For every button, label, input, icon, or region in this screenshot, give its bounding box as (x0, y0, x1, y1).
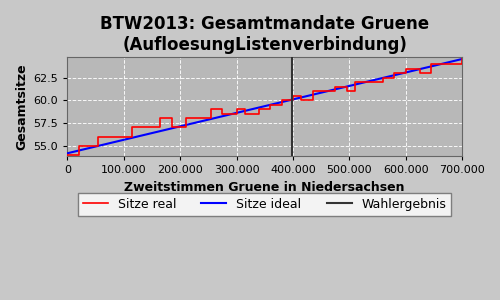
Title: BTW2013: Gesamtmandate Gruene
(AufloesungListenverbindung): BTW2013: Gesamtmandate Gruene (Aufloesun… (100, 15, 430, 54)
Sitze real (183, 117, 189, 120)
Sitze real (158, 126, 164, 129)
Legend: Sitze real, Sitze ideal, Wahlergebnis: Sitze real, Sitze ideal, Wahlergebnis (78, 193, 452, 216)
Sitze real (242, 112, 248, 116)
Y-axis label: Gesamtsitze: Gesamtsitze (15, 63, 28, 150)
Sitze real (234, 107, 239, 111)
Sitze real (366, 80, 372, 84)
Sitze real (64, 153, 70, 156)
Sitze real (310, 89, 316, 93)
Sitze real (459, 58, 465, 61)
X-axis label: Zweitstimmen Gruene in Niedersachsen: Zweitstimmen Gruene in Niedersachsen (124, 181, 405, 194)
Sitze real (459, 58, 465, 61)
Line: Sitze real: Sitze real (68, 59, 462, 154)
